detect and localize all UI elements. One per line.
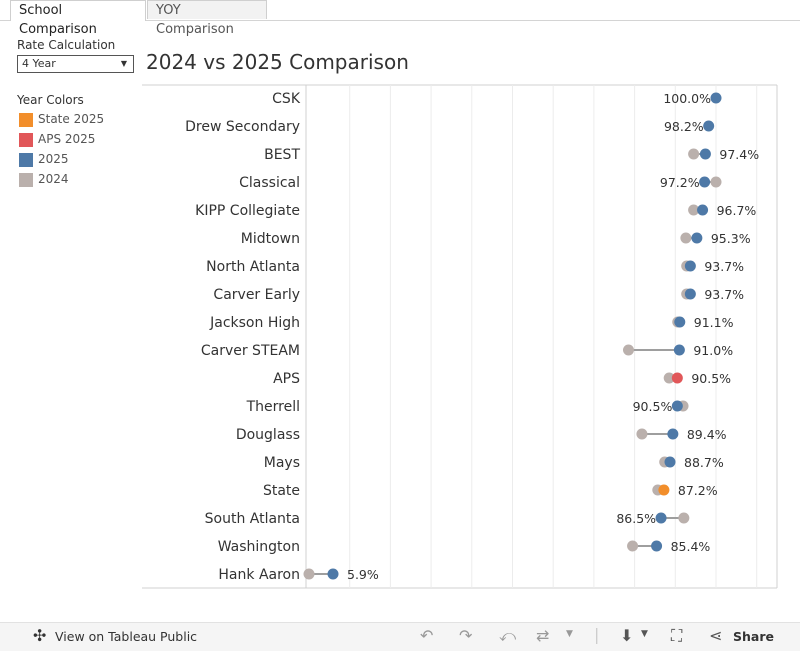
- redo-icon[interactable]: ↷: [459, 626, 473, 645]
- data-label: 85.4%: [671, 539, 711, 554]
- point-2024: [636, 428, 648, 440]
- row-label: Jackson High: [209, 315, 300, 331]
- tab-school-comparison[interactable]: School Comparison: [10, 0, 146, 37]
- data-label: 5.9%: [347, 567, 379, 582]
- chart-title: 2024 vs 2025 Comparison: [146, 50, 409, 74]
- data-label: 91.1%: [694, 315, 734, 330]
- chevron-down-icon[interactable]: ▼: [566, 629, 573, 639]
- chevron-down-icon: ▼: [120, 59, 127, 68]
- share-icon[interactable]: ⋖: [709, 626, 723, 645]
- point-2025: [710, 92, 722, 104]
- view-on-tableau-link[interactable]: View on Tableau Public: [55, 629, 198, 644]
- row-label: Midtown: [241, 231, 300, 247]
- legend-swatch: [19, 153, 33, 167]
- point-2025: [674, 316, 686, 328]
- row-label: Mays: [264, 455, 300, 471]
- data-label: 93.7%: [704, 259, 744, 274]
- row-label: State: [263, 483, 300, 499]
- chevron-down-icon[interactable]: ▼: [641, 629, 648, 639]
- point-2025: [697, 204, 709, 216]
- data-label: 88.7%: [684, 455, 724, 470]
- rate-calculation-dropdown[interactable]: 4 Year ▼: [17, 55, 134, 73]
- data-label: 90.5%: [633, 399, 673, 414]
- point-2024: [680, 232, 692, 244]
- point-2024: [627, 540, 639, 552]
- row-label: Hank Aaron: [218, 567, 300, 583]
- row-label: Carver STEAM: [201, 343, 300, 359]
- point-2024: [678, 512, 690, 524]
- legend-swatch: [19, 133, 33, 147]
- data-label: 89.4%: [687, 427, 727, 442]
- legend-label: State 2025: [38, 112, 105, 126]
- row-label: Classical: [239, 175, 300, 191]
- data-label: 87.2%: [678, 483, 718, 498]
- point-2025: [703, 120, 715, 132]
- data-label: 98.2%: [664, 119, 704, 134]
- row-label: BEST: [264, 147, 300, 163]
- row-label: South Atlanta: [205, 511, 300, 527]
- point-2025: [664, 456, 676, 468]
- data-label: 93.7%: [704, 287, 744, 302]
- data-label: 100.0%: [663, 91, 711, 106]
- point-2025: [651, 540, 663, 552]
- row-label: Therrell: [246, 399, 300, 415]
- point-2024: [688, 204, 700, 216]
- point-2025: [673, 344, 685, 356]
- filter-label: Rate Calculation: [17, 38, 116, 52]
- point-2025: [671, 372, 683, 384]
- data-label: 91.0%: [693, 343, 733, 358]
- point-2025: [658, 484, 670, 496]
- toolbar-divider: |: [594, 625, 600, 644]
- refresh-icon[interactable]: ⇄: [536, 626, 550, 645]
- legend-swatch: [19, 173, 33, 187]
- data-label: 86.5%: [616, 511, 656, 526]
- point-2024: [663, 372, 675, 384]
- point-2025: [667, 428, 679, 440]
- point-2025: [671, 400, 683, 412]
- data-label: 90.5%: [691, 371, 731, 386]
- row-label: CSK: [272, 91, 301, 107]
- legend-swatch: [19, 113, 33, 127]
- point-2025: [691, 232, 703, 244]
- tab-bar: School Comparison YOY Comparison: [0, 0, 800, 37]
- row-label: KIPP Collegiate: [195, 203, 300, 219]
- tableau-logo-icon: ✣: [33, 626, 47, 645]
- data-label: 95.3%: [711, 231, 751, 246]
- point-2024: [688, 148, 700, 160]
- undo-icon[interactable]: ↶: [420, 626, 434, 645]
- row-label: North Atlanta: [206, 259, 300, 275]
- download-icon[interactable]: ⬇: [620, 626, 634, 645]
- dropdown-value: 4 Year: [22, 57, 56, 70]
- row-label: Drew Secondary: [185, 119, 300, 135]
- row-label: APS: [273, 371, 300, 387]
- point-2025: [655, 512, 667, 524]
- row-label: Douglass: [236, 427, 300, 443]
- row-label: Washington: [218, 539, 300, 555]
- point-2025: [684, 288, 696, 300]
- revert-icon[interactable]: ⤺: [499, 626, 517, 645]
- dumbbell-chart: CSK 100.0% Drew Secondary 98.2% BEST 97.4% Cla…: [142, 84, 778, 589]
- point-2024: [303, 568, 315, 580]
- share-button[interactable]: Share: [733, 629, 774, 644]
- point-2024: [622, 344, 634, 356]
- point-2025: [699, 176, 711, 188]
- data-label: 96.7%: [717, 203, 757, 218]
- fullscreen-icon[interactable]: ⛶: [671, 626, 683, 645]
- legend-title: Year Colors: [17, 93, 84, 107]
- point-2025: [327, 568, 339, 580]
- point-2024: [710, 176, 722, 188]
- legend-label: 2024: [38, 172, 69, 186]
- point-2025: [684, 260, 696, 272]
- legend-label: APS 2025: [38, 132, 96, 146]
- data-label: 97.4%: [719, 147, 759, 162]
- point-2025: [699, 148, 711, 160]
- tab-yoy-comparison[interactable]: YOY Comparison: [147, 0, 267, 37]
- data-label: 97.2%: [660, 175, 700, 190]
- row-label: Carver Early: [213, 287, 300, 303]
- legend-label: 2025: [38, 152, 69, 166]
- footer-toolbar: ✣ View on Tableau Public ↶ ↷ ⤺ ⇄ ▼ | ⬇ ▼…: [0, 622, 800, 651]
